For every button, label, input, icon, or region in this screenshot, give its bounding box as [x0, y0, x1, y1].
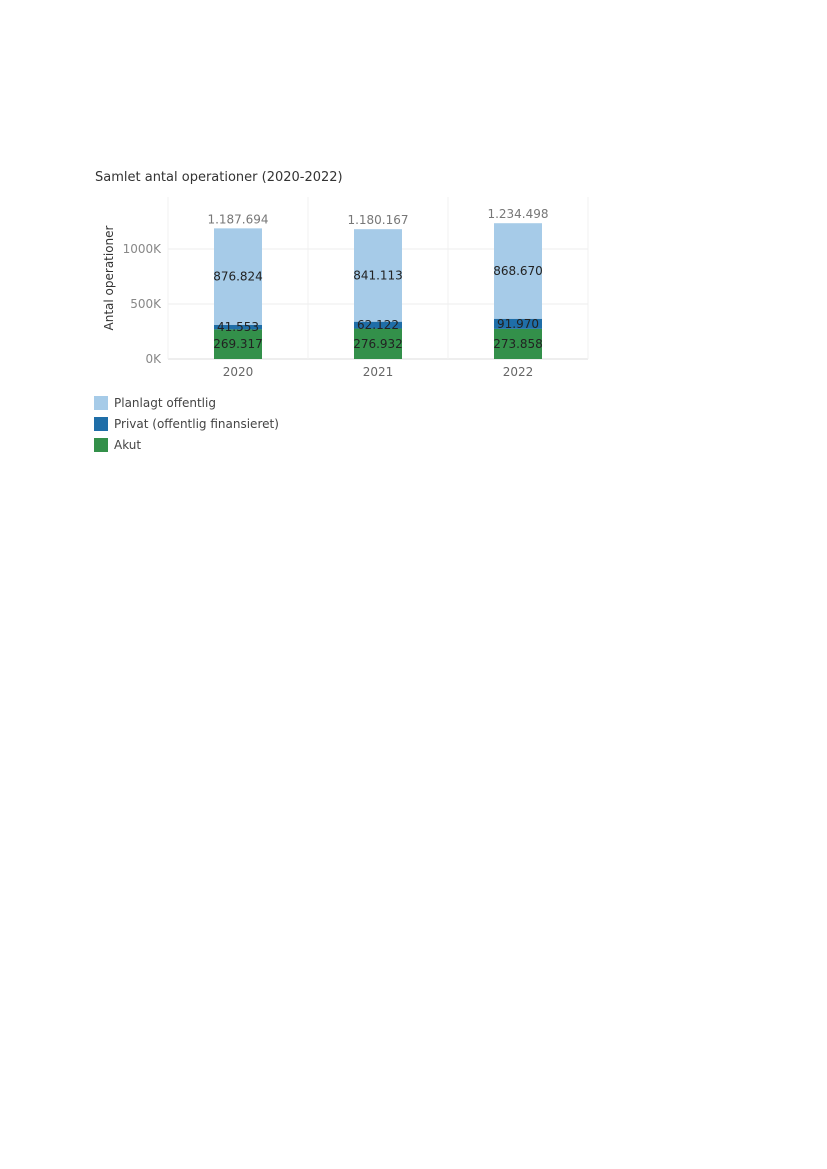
bar-segment — [494, 223, 542, 319]
legend-swatch — [94, 437, 108, 452]
bar-segment — [354, 328, 402, 359]
bar-segment — [494, 318, 542, 329]
data-label: 876.824 — [213, 270, 263, 284]
x-tick-label: 2020 — [223, 365, 254, 379]
axes: 0K 500K 1000K Antal operationer 2020 2021 2022 — [102, 225, 533, 379]
chart-title: Samlet antal operationer (2020-2022) — [95, 170, 343, 185]
bar-segment — [494, 328, 542, 359]
data-labels: 269.317 41.553 876.824 1.187.694 276.932 62.1… — [207, 207, 548, 351]
y-tick-label: 0K — [145, 352, 162, 366]
legend-label: Planlagt offentlig — [114, 395, 216, 410]
bar-segment — [214, 329, 262, 359]
chart-plot: 0K 500K 1000K Antal operationer 2020 2021 2022… — [102, 197, 589, 379]
data-label: 276.932 — [353, 337, 403, 351]
legend-swatch — [94, 395, 108, 410]
total-label: 1.234.498 — [487, 207, 548, 221]
total-label: 1.180.167 — [347, 213, 408, 227]
legend-label: Privat (offentlig finansieret) — [114, 416, 279, 431]
bar-segment — [354, 229, 402, 322]
data-label: 41.553 — [217, 320, 259, 334]
data-label: 91.970 — [497, 317, 539, 331]
legend-item: Akut — [94, 434, 279, 455]
y-tick-label: 500K — [130, 297, 162, 311]
legend-item: Privat (offentlig finansieret) — [94, 413, 279, 434]
legend: Planlagt offentlig Privat (offentlig fina… — [94, 392, 279, 455]
data-label: 868.670 — [493, 264, 543, 278]
data-label: 62.122 — [357, 318, 399, 332]
data-label: 841.113 — [353, 268, 403, 282]
total-label: 1.187.694 — [207, 212, 268, 226]
legend-swatch — [94, 416, 108, 431]
x-tick-label: 2021 — [363, 365, 394, 379]
y-axis-label: Antal operationer — [102, 225, 116, 330]
bars — [214, 223, 542, 359]
x-tick-label: 2022 — [503, 365, 534, 379]
legend-item: Planlagt offentlig — [94, 392, 279, 413]
bar-segment — [354, 321, 402, 329]
bar-segment — [214, 228, 262, 325]
data-label: 273.858 — [493, 337, 543, 351]
legend-label: Akut — [114, 437, 142, 452]
data-label: 269.317 — [213, 337, 263, 351]
bar-segment — [214, 324, 262, 330]
y-tick-label: 1000K — [123, 242, 163, 256]
